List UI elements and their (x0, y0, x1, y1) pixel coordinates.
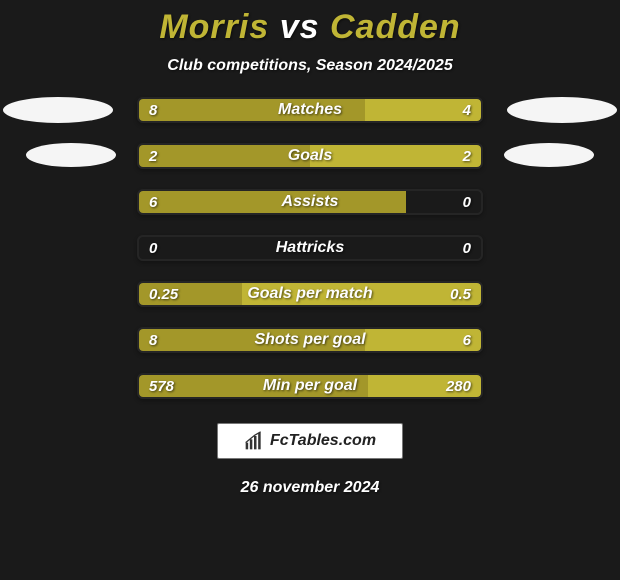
bar-left (139, 145, 310, 167)
attribution-text: FcTables.com (270, 432, 376, 450)
stat-row: 0 0Hattricks (137, 235, 483, 261)
bar-right (310, 145, 481, 167)
title: Morris vs Cadden (159, 8, 460, 47)
stat-row: 86Shots per goal (137, 327, 483, 353)
attribution-box: FcTables.com (217, 423, 403, 459)
player1-name: Morris (159, 8, 269, 46)
stat-rows: 84Matches22Goals60Assists00Hattricks0.25… (137, 97, 483, 399)
comparison-card: Morris vs Cadden Club competitions, Seas… (0, 0, 620, 580)
bar-left (139, 375, 368, 397)
bar-left (139, 283, 242, 305)
team-marker-right-2 (504, 143, 594, 167)
subtitle: Club competitions, Season 2024/2025 (167, 57, 452, 75)
stat-row: 578280Min per goal (137, 373, 483, 399)
team-marker-left-1 (3, 97, 113, 123)
player2-name: Cadden (330, 8, 461, 46)
chart-area: 84Matches22Goals60Assists00Hattricks0.25… (0, 97, 620, 497)
team-marker-left-2 (26, 143, 116, 167)
stat-row: 22Goals (137, 143, 483, 169)
stat-value-left: 0 (149, 237, 157, 259)
bar-left (139, 191, 406, 213)
bar-right (368, 375, 481, 397)
footer-date: 26 november 2024 (241, 479, 380, 497)
stat-row: 84Matches (137, 97, 483, 123)
bar-left (139, 99, 365, 121)
stat-row: 0.250.5Goals per match (137, 281, 483, 307)
stat-label: Hattricks (139, 237, 481, 259)
stat-value-right: 0 (463, 191, 471, 213)
bar-right (365, 99, 481, 121)
team-marker-right-1 (507, 97, 617, 123)
vs-text: vs (280, 8, 320, 46)
stat-row: 60Assists (137, 189, 483, 215)
bar-left (139, 329, 365, 351)
bar-right (242, 283, 481, 305)
bar-right (365, 329, 481, 351)
stat-value-right: 0 (463, 237, 471, 259)
fctables-logo-icon (244, 431, 264, 451)
